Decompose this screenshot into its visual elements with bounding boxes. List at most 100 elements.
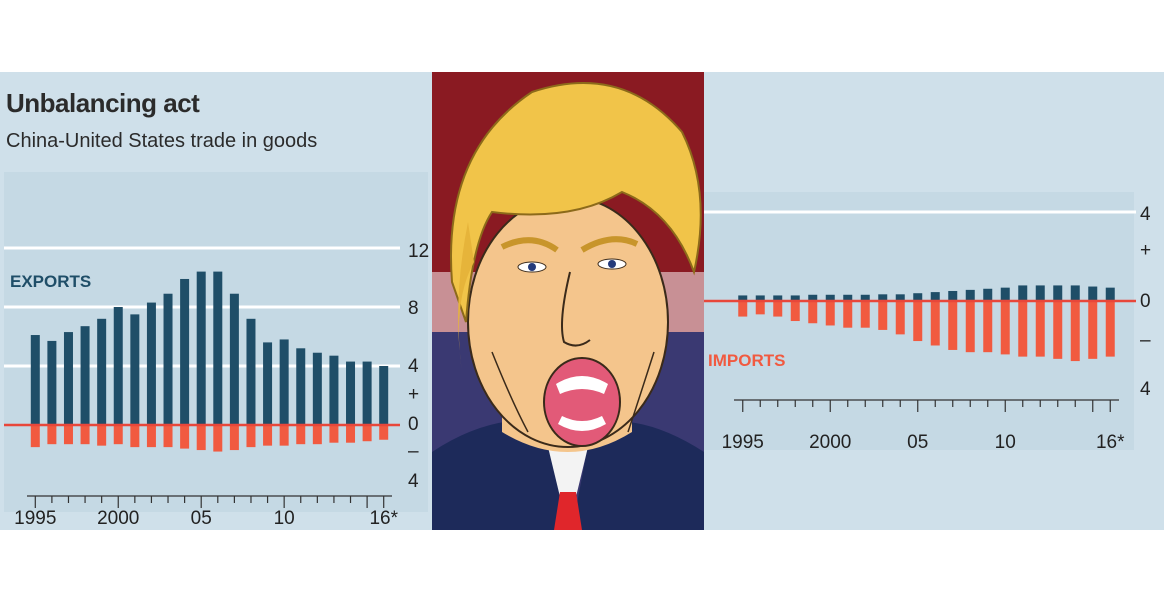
imports-bar-2013 [329, 425, 339, 443]
y-tick-label: 0 [1140, 291, 1151, 312]
exports-bar-2015 [1088, 286, 1098, 301]
exports-bar-2001 [843, 294, 853, 301]
x-tick-label: 2000 [97, 508, 139, 529]
exports-bar-1997 [773, 295, 783, 301]
series-label: EXPORTS [10, 272, 91, 291]
imports-bar-2006 [213, 425, 223, 452]
imports-bar-2003 [878, 301, 888, 330]
exports-bar-1996 [47, 340, 57, 425]
y-tick-label: + [1140, 240, 1151, 261]
imports-bar-2008 [965, 301, 975, 353]
imports-bar-2009 [263, 425, 273, 446]
left-bar-chart: 12 8 4 +0 – 4 1995 2000 05 10 16* EXPORTS [4, 172, 429, 529]
exports-bar-2002 [146, 302, 156, 425]
exports-bar-2003 [163, 293, 173, 425]
exports-bar-2007 [948, 290, 958, 301]
y-tick-label: – [408, 441, 419, 462]
exports-bar-2011 [1018, 285, 1028, 301]
imports-bar-1996 [47, 425, 57, 445]
exports-bar-2007 [229, 293, 239, 425]
exports-bar-2004 [180, 278, 190, 425]
imports-bar-2007 [229, 425, 239, 451]
x-tick-label: 1995 [14, 508, 56, 529]
y-tick-label: 0 [408, 414, 419, 435]
caricature-illustration [432, 72, 704, 530]
exports-bar-2002 [860, 294, 870, 301]
exports-bar-2000 [113, 307, 123, 425]
x-tick-label: 16* [369, 508, 398, 529]
exports-bar-2014 [346, 361, 356, 425]
imports-bar-2002 [860, 301, 870, 328]
exports-bar-2013 [1053, 285, 1063, 301]
exports-bar-1997 [63, 332, 73, 425]
imports-bar-2011 [296, 425, 306, 445]
exports-bar-2001 [130, 314, 140, 425]
left-chart-panel: Unbalancing act China-United States trad… [0, 72, 432, 530]
imports-bar-1995 [738, 301, 748, 317]
imports-bar-2015 [1088, 301, 1098, 359]
exports-bar-2004 [895, 294, 905, 301]
imports-bar-2003 [163, 425, 173, 448]
imports-bar-2000 [113, 425, 123, 445]
exports-bar-2005 [913, 293, 923, 301]
exports-bar-2011 [296, 348, 306, 425]
imports-bar-1998 [790, 301, 800, 322]
imports-bar-1999 [97, 425, 107, 446]
imports-bar-2000 [825, 301, 835, 326]
x-tick-label: 16* [1096, 432, 1125, 453]
imports-bar-2004 [895, 301, 905, 335]
exports-bar-2003 [878, 294, 888, 301]
exports-bar-2012 [1035, 285, 1045, 301]
imports-bar-2010 [1000, 301, 1010, 355]
imports-bar-1998 [80, 425, 90, 445]
imports-bar-2012 [312, 425, 322, 445]
y-tick-label: 12 [408, 241, 429, 262]
imports-bar-2001 [843, 301, 853, 328]
imports-bar-2002 [146, 425, 156, 448]
imports-bar-1997 [773, 301, 783, 317]
exports-bar-1996 [755, 295, 765, 301]
imports-bar-2007 [948, 301, 958, 350]
imports-bar-1999 [808, 301, 818, 324]
imports-bar-2016 [1105, 301, 1115, 357]
y-tick-label: 4 [1140, 204, 1151, 225]
right-bar-chart: 4 +0 – 4 1995 2000 05 10 16* IMPORTS [704, 192, 1151, 453]
x-tick-label: 2000 [809, 432, 851, 453]
chart-title: Unbalancing act [6, 88, 200, 118]
x-tick-label: 05 [191, 508, 212, 529]
imports-bar-2014 [1070, 301, 1080, 362]
exports-bar-2016 [379, 366, 389, 425]
y-tick-label: 4 [408, 471, 419, 492]
imports-bar-2004 [180, 425, 190, 449]
x-tick-label: 10 [995, 432, 1016, 453]
imports-bar-2013 [1053, 301, 1063, 359]
right-chart-panel: 4 +0 – 4 1995 2000 05 10 16* IMPORTS [704, 72, 1164, 530]
imports-bar-2009 [983, 301, 993, 353]
exports-bar-2016 [1105, 287, 1115, 301]
exports-bar-2015 [362, 361, 372, 425]
y-tick-label: 4 [408, 356, 419, 377]
exports-bar-2013 [329, 355, 339, 425]
imports-bar-2006 [930, 301, 940, 346]
exports-bar-2012 [312, 352, 322, 425]
x-tick-label: 1995 [722, 432, 764, 453]
exports-bar-2014 [1070, 285, 1080, 301]
exports-bar-2006 [213, 271, 223, 425]
imports-bar-2015 [362, 425, 372, 442]
exports-bar-2008 [965, 289, 975, 301]
series-label: IMPORTS [708, 351, 785, 370]
exports-bar-1995 [30, 335, 40, 425]
imports-bar-2005 [196, 425, 206, 451]
exports-bar-1998 [80, 326, 90, 425]
exports-bar-1998 [790, 295, 800, 301]
exports-bar-1999 [808, 294, 818, 301]
exports-bar-2005 [196, 271, 206, 425]
y-tick-label: 8 [408, 298, 419, 319]
x-tick-label: 10 [274, 508, 295, 529]
imports-bar-2008 [246, 425, 256, 448]
imports-bar-2016 [379, 425, 389, 440]
imports-bar-2014 [346, 425, 356, 443]
imports-bar-2010 [279, 425, 289, 446]
y-tick-label: 4 [1140, 379, 1151, 400]
imports-bar-2005 [913, 301, 923, 342]
